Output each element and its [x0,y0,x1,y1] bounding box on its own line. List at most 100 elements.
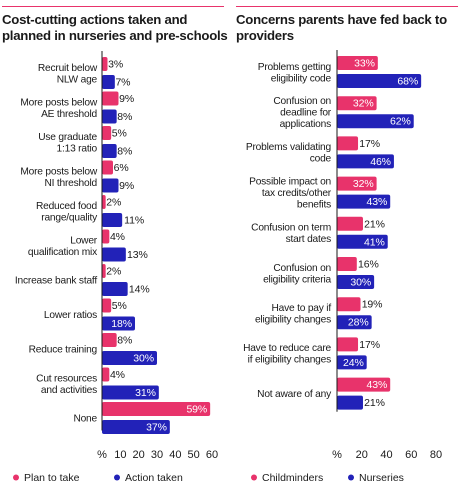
data-label: 7% [115,77,130,89]
bar-series-2 [102,213,123,227]
data-label: 43% [366,379,387,391]
legend-label: Nurseries [359,472,404,484]
category-label: Confusion on term [251,223,331,234]
category-label: Problems getting [258,62,332,73]
data-label: 13% [127,249,148,261]
category-label: NLW age [57,74,98,85]
data-label: 31% [135,387,156,399]
bar-series-1 [102,402,211,416]
bar-series-2 [102,178,119,193]
x-tick-label: 20 [133,449,145,461]
data-label: 24% [343,357,364,369]
bar-series-1 [102,91,119,106]
category-label: Possible impact on [249,177,331,188]
data-label: 59% [186,404,207,416]
bar-series-1 [102,264,106,278]
data-label: 17% [359,138,380,150]
bar-series-1 [102,298,112,313]
bar-series-2 [337,234,388,249]
bar-series-1 [337,96,377,111]
left-title-line-1: Cost-cutting actions taken and [2,12,188,27]
right-chart-title: Concerns parents have fed back to provid… [236,12,458,44]
category-label: Recruit below [38,63,98,74]
bar-series-2 [102,144,117,158]
x-tick-label: % [332,449,342,461]
category-label: Increase bank staff [15,276,97,287]
bar-series-1 [102,367,110,382]
category-label: eligibility code [271,73,332,84]
right-title-rule [236,6,458,7]
bar-series-1 [337,136,359,151]
legend-swatch [114,474,120,481]
bar-series-2 [337,114,414,129]
x-tick-label: 40 [380,449,392,461]
bar-series-1 [102,195,106,209]
left-chart-title: Cost-cutting actions taken and planned i… [2,12,230,44]
category-label: range/quality [41,212,98,223]
data-label: 62% [390,116,411,128]
bar-series-2 [337,395,363,410]
x-tick-label: 60 [405,449,417,461]
category-label: More posts below [20,166,97,177]
x-tick-label: 40 [169,449,181,461]
data-label: 17% [359,339,380,351]
left-title-line-2: planned in nurseries and pre-schools [2,28,228,43]
x-tick-label: 10 [114,449,126,461]
category-label: eligibility criteria [263,274,331,285]
data-label: 41% [364,236,385,248]
data-label: 8% [117,335,132,347]
bar-series-2 [102,351,157,365]
data-label: 16% [358,259,379,271]
bar-series-2 [337,315,372,330]
bar-series-1 [337,176,377,191]
category-label: Confusion on [273,96,331,107]
data-label: 21% [364,397,385,409]
bar-series-1 [337,216,363,231]
category-label: Reduced food [36,201,98,212]
bar-series-1 [337,297,361,312]
data-label: 2% [106,266,121,278]
bar-series-2 [102,316,135,331]
data-label: 4% [110,231,125,243]
category-label: Not aware of any [257,389,332,400]
data-label: 6% [114,162,129,174]
data-label: 2% [106,197,121,209]
category-label: tax credits/other [262,188,332,199]
bar-series-1 [337,377,391,392]
x-tick-label: 30 [151,449,163,461]
data-label: 30% [350,277,371,289]
data-label: 68% [397,76,418,88]
category-label: 1:13 ratio [57,143,98,154]
data-label: 19% [362,299,383,311]
bar-series-2 [337,154,394,169]
bar-series-2 [102,420,170,434]
bar-series-2 [102,385,159,400]
bar-series-1 [102,126,112,140]
data-label: 8% [117,146,132,158]
data-label: 18% [111,318,132,330]
data-label: 4% [110,369,125,381]
category-label: Problems validating [246,142,332,153]
category-label: Have to pay if [272,303,332,314]
bar-series-1 [102,333,117,347]
data-label: 32% [353,98,374,110]
data-label: 37% [146,422,167,434]
bar-series-1 [337,56,378,70]
data-label: 32% [353,178,374,190]
right-title-line-2: providers [236,28,294,43]
data-label: 9% [119,180,134,192]
category-label: Use graduate [38,132,97,143]
data-label: 30% [133,353,154,365]
bar-series-1 [102,160,113,175]
category-label: applications [280,119,332,130]
right-title-line-1: Concerns parents have fed back to [236,12,447,27]
bar-series-2 [102,75,115,89]
category-label: qualification mix [28,247,97,258]
x-tick-label: 50 [188,449,200,461]
category-label: eligibility changes [255,314,331,325]
x-tick-label: 20 [356,449,368,461]
category-label: Lower [70,235,98,246]
bar-series-2 [102,247,126,262]
